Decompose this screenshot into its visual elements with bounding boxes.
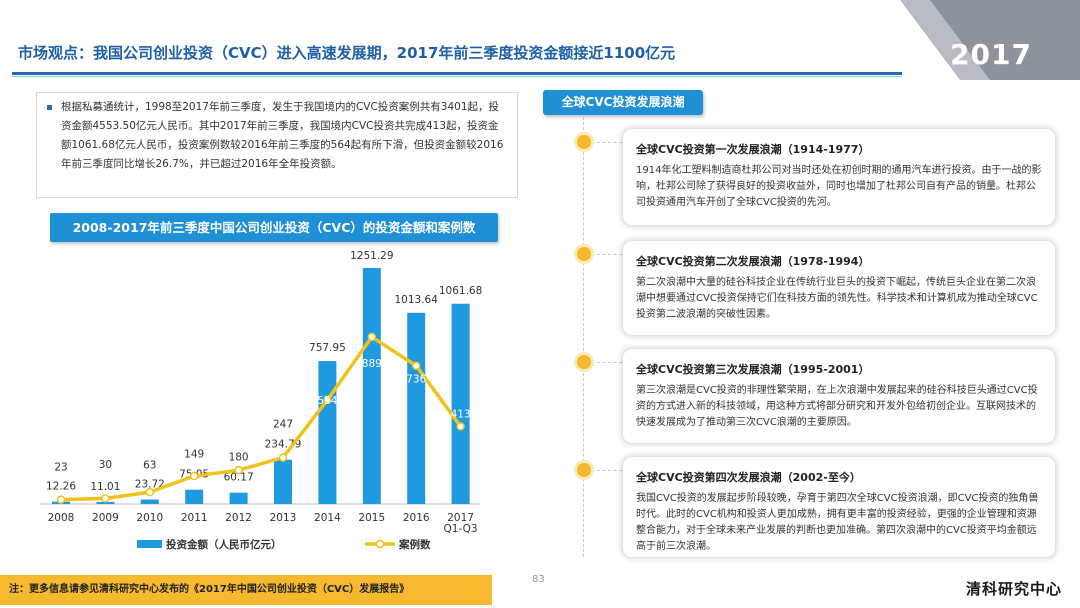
legend-bar-label: 投资金额（人民币亿元） [166,538,282,551]
x-tick-label: 2008 [48,512,75,524]
wave-body: 我国CVC投资的发展起步阶段较晚，孕育于第四次全球CVC投资浪潮，即CVC投资的… [636,493,1039,552]
line-point [323,395,332,405]
summary-text: 根据私募通统计，1998至2017年前三季度，发生于我国境内的CVC投资案例共有… [61,101,504,170]
summary-box: 根据私募通统计，1998至2017年前三季度，发生于我国境内的CVC投资案例共有… [36,92,518,198]
line-point [411,361,421,370]
case-count-line [60,335,463,502]
x-tick-label: 2015 [358,512,385,524]
legend-line-marker [375,539,385,549]
waves-header: 全球CVC投资发展浪潮 [543,90,703,115]
wave-title: 全球CVC投资第三次发展浪潮（1995-2001） [636,363,870,376]
line-value-label: 30 [99,459,112,471]
wave-body: 1914年化工塑料制造商杜邦公司对当时还处在初创时期的通用汽车进行投资。由于一战… [636,165,1042,208]
wave-card: 全球CVC投资第四次发展浪潮（2002-至今） 我国CVC投资的发展起步阶段较晚，… [622,456,1056,558]
bar [96,501,115,504]
line-value-label: 554 [317,395,337,407]
bar-value-label: 1251.29 [350,250,393,262]
timeline-connector [597,362,622,363]
bar [451,303,470,504]
line-point [367,332,377,342]
line-value-label: 180 [229,452,249,464]
timeline-dot [574,352,594,372]
x-tick-label: 2009 [92,512,119,524]
bar [407,312,426,504]
bar [140,499,159,504]
bullet-icon [47,105,52,110]
line-value-label: 889 [362,358,382,370]
wave-body: 第二次浪潮中大量的硅谷科技企业在传统行业巨头的投资下崛起，传统巨头企业在第二次浪… [636,277,1038,320]
footnote: 注：更多信息请参见清科研究中心发布的《2017年中国公司创业投资（CVC）发展报… [0,575,492,605]
year-badge: 2017 [950,38,1032,71]
line-point [234,465,243,475]
bar [274,459,292,504]
legend-bar-swatch [137,540,162,548]
x-tick-label: 2010 [136,512,163,524]
wave-body: 第三次浪潮是CVC投资的非理性繁荣期，在上次浪潮中发展起来的硅谷科技巨头通过CV… [636,385,1038,428]
wave-title: 全球CVC投资第四次发展浪潮（2002-至今） [636,471,861,484]
page-number: 83 [532,574,545,585]
bar [185,489,204,504]
timeline-dot [574,460,594,480]
wave-title: 全球CVC投资第一次发展浪潮（1914-1977） [636,143,870,156]
line-point [145,487,155,497]
x-tick-label: 2016 [403,512,430,524]
line-point [278,453,288,462]
timeline-connector [597,254,622,255]
line-value-label: 247 [273,419,293,431]
x-tick-label: 2014 [314,512,341,524]
brand-logo: 清科研究中心 [965,580,1062,598]
x-tick-label: 2017 [447,512,474,524]
x-tick-label: Q1-Q3 [444,523,478,535]
bar [318,361,337,504]
bar-value-label: 757.95 [309,342,346,354]
line-point [456,422,465,431]
corner-decoration [900,0,1080,80]
wave-card: 全球CVC投资第一次发展浪潮（1914-1977） 1914年化工塑料制造商杜邦公… [622,128,1056,226]
timeline-connector [597,470,622,471]
line-value-label: 736 [406,374,426,386]
wave-card: 全球CVC投资第二次发展浪潮（1978-1994） 第二次浪潮中大量的硅谷科技企业… [622,240,1056,336]
wave-card: 全球CVC投资第三次发展浪潮（1995-2001） 第三次浪潮是CVC投资的非理性… [622,348,1056,444]
line-value-label: 23 [54,462,67,474]
timeline-line [583,117,584,557]
legend-line-label: 案例数 [398,538,431,551]
page-title: 市场观点：我国公司创业投资（CVC）进入高速发展期，2017年前三季度投资金额接… [18,44,676,62]
line-value-label: 413 [451,408,471,420]
bar-value-label: 1013.64 [394,294,438,306]
title-divider [12,72,902,75]
wave-title: 全球CVC投资第二次发展浪潮（1978-1994） [636,255,870,268]
line-point [101,494,110,503]
x-tick-label: 2012 [225,512,252,524]
line-value-label: 63 [143,460,156,472]
bar-value-label: 11.01 [90,481,120,493]
bar-value-label: 60.17 [224,472,254,484]
bar [229,492,248,504]
x-tick-label: 2013 [270,512,297,524]
line-value-label: 149 [184,449,204,461]
title-divider-thin [12,76,902,77]
bar-value-label: 23.72 [135,479,165,491]
x-tick-label: 2011 [181,512,208,524]
bar-value-label: 12.26 [46,481,76,493]
line-point [56,495,66,504]
timeline-connector [597,142,622,143]
chart-title-banner: 2008-2017年前三季度中国公司创业投资（CVC）的投资金额和案例数 [50,213,498,242]
timeline-dot [574,132,594,152]
line-point [189,471,199,481]
bar-value-label: 1061.68 [439,285,482,297]
bar [362,268,381,504]
timeline-dot [574,244,594,264]
